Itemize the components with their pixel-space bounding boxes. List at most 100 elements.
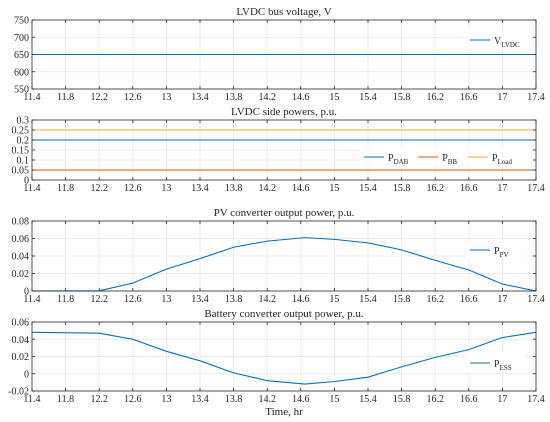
x-tick-label: 12.2	[90, 394, 108, 405]
legend-label: PPV	[494, 246, 509, 259]
x-tick-label: 11.4	[23, 183, 40, 194]
x-tick-label: 13.8	[225, 92, 243, 103]
legend-box	[466, 240, 526, 258]
x-tick-label: 17.4	[527, 92, 545, 103]
x-tick-label: 13.8	[225, 394, 243, 405]
legend: PPV	[466, 240, 526, 259]
x-tick-label: 12.6	[124, 183, 142, 194]
x-tick-label: 16.6	[460, 294, 478, 305]
legend-label: PLoad	[492, 153, 512, 166]
chart-title: LVDC bus voltage, V	[236, 6, 331, 18]
x-tick-label: 14.6	[292, 294, 310, 305]
x-tick-label: 17	[497, 294, 507, 305]
x-tick-label: 11.8	[57, 183, 74, 194]
y-tick-label: 0	[24, 369, 29, 380]
x-tick-label: 13	[161, 183, 171, 194]
y-tick-label: 750	[14, 16, 29, 27]
x-tick-label: 17	[497, 92, 507, 103]
x-tick-label: 11.8	[57, 394, 74, 405]
x-axis-label: Time, hr	[265, 406, 303, 418]
x-tick-label: 17.4	[527, 394, 545, 405]
y-tick-label: 0.02	[12, 269, 30, 280]
x-tick-label: 12.6	[124, 92, 142, 103]
x-tick-label: 15	[329, 394, 339, 405]
legend: VLVDC	[466, 30, 532, 49]
panel-1: 11.4 11.8 12.2 12.6 13 13.4 13.8 14.2 14.6 15 15.4…	[14, 6, 545, 103]
x-tick-label: 15.4	[359, 394, 377, 405]
x-tick-label: 13	[161, 294, 171, 305]
chart-title: Battery converter output power, p.u.	[204, 308, 364, 320]
x-tick-label: 13.8	[225, 294, 243, 305]
panel-3: 11.4 11.8 12.2 12.6 13 13.4 13.8 14.2 14.6 15 15.4…	[12, 207, 545, 305]
x-tick-label: 15.4	[359, 92, 377, 103]
chart-title: LVDC side powers, p.u.	[231, 106, 337, 118]
x-tick-label: 16.2	[426, 394, 444, 405]
x-tick-label: 13.8	[225, 183, 243, 194]
x-tick-label: 17.4	[527, 183, 545, 194]
x-tick-label: 16.6	[460, 92, 478, 103]
y-tick-label: 0.08	[12, 217, 30, 228]
y-tick-label: 0.15	[12, 146, 30, 157]
legend-label: VLVDC	[494, 36, 520, 49]
x-tick-label: 15.8	[393, 183, 411, 194]
y-tick-label: 0.3	[17, 116, 30, 127]
x-tick-label: 12.6	[124, 294, 142, 305]
x-tick-label: 14.2	[258, 92, 276, 103]
x-tick-label: 15.8	[393, 92, 411, 103]
x-tick-label: 17	[497, 183, 507, 194]
chart-title: PV converter output power, p.u.	[214, 207, 355, 219]
x-tick-label: 11.4	[23, 92, 40, 103]
x-tick-label: 12.2	[90, 183, 108, 194]
x-tick-label: 16.6	[460, 183, 478, 194]
x-tick-label: 15.4	[359, 294, 377, 305]
legend-box	[360, 147, 533, 165]
panel-2: 11.4 11.8 12.2 12.6 13 13.4 13.8 14.2 14.6 15 15.4…	[12, 106, 545, 194]
x-tick-label: 16.2	[426, 92, 444, 103]
x-tick-label: 11.4	[23, 394, 40, 405]
y-tick-label: 700	[14, 33, 29, 44]
x-tick-label: 11.4	[23, 294, 40, 305]
legend: PESS	[466, 353, 526, 372]
panel-4: 11.4 11.8 12.2 12.6 13 13.4 13.8 14.2 14.6 15 15.4…	[8, 308, 545, 418]
legend-box	[466, 30, 532, 48]
x-tick-label: 15.8	[393, 394, 411, 405]
x-tick-label: 17.4	[527, 294, 545, 305]
x-tick-label: 16.2	[426, 294, 444, 305]
x-tick-label: 14.2	[258, 294, 276, 305]
x-tick-label: 16.6	[460, 394, 478, 405]
y-tick-label: 0	[24, 287, 29, 298]
legend-box	[466, 353, 526, 371]
x-tick-label: 11.8	[57, 294, 74, 305]
legend-label: PBB	[442, 153, 457, 166]
x-tick-label: 15	[329, 294, 339, 305]
series-line-ess	[31, 331, 537, 385]
x-tick-label: 14.6	[292, 394, 310, 405]
x-tick-label: 15	[329, 183, 339, 194]
x-tick-label: 12.2	[90, 294, 108, 305]
y-tick-label: 0.25	[12, 126, 30, 137]
y-tick-label: 0.04	[12, 252, 30, 263]
y-tick-label: 0.02	[12, 352, 30, 363]
y-tick-label: 650	[14, 50, 29, 61]
y-tick-label: 0.05	[12, 166, 30, 177]
y-tick-label: -0.02	[8, 387, 29, 398]
y-tick-label: 550	[14, 85, 29, 96]
x-tick-label: 13	[161, 92, 171, 103]
x-tick-label: 14.6	[292, 183, 310, 194]
y-tick-label: 0.04	[12, 335, 30, 346]
x-tick-label: 15.8	[393, 294, 411, 305]
x-tick-label: 17	[497, 394, 507, 405]
series-line-pv	[31, 237, 537, 292]
legend-label: PESS	[494, 359, 512, 372]
x-tick-label: 14.6	[292, 92, 310, 103]
x-tick-label: 13.4	[191, 92, 209, 103]
x-tick-label: 14.2	[258, 183, 276, 194]
y-tick-label: 0.1	[17, 156, 30, 167]
x-tick-label: 11.8	[57, 92, 74, 103]
x-tick-label: 16.2	[426, 183, 444, 194]
x-tick-label: 13.4	[191, 394, 209, 405]
legend: PDAB PBB PLoad	[360, 147, 533, 166]
x-tick-label: 15.4	[359, 183, 377, 194]
x-tick-label: 13.4	[191, 294, 209, 305]
